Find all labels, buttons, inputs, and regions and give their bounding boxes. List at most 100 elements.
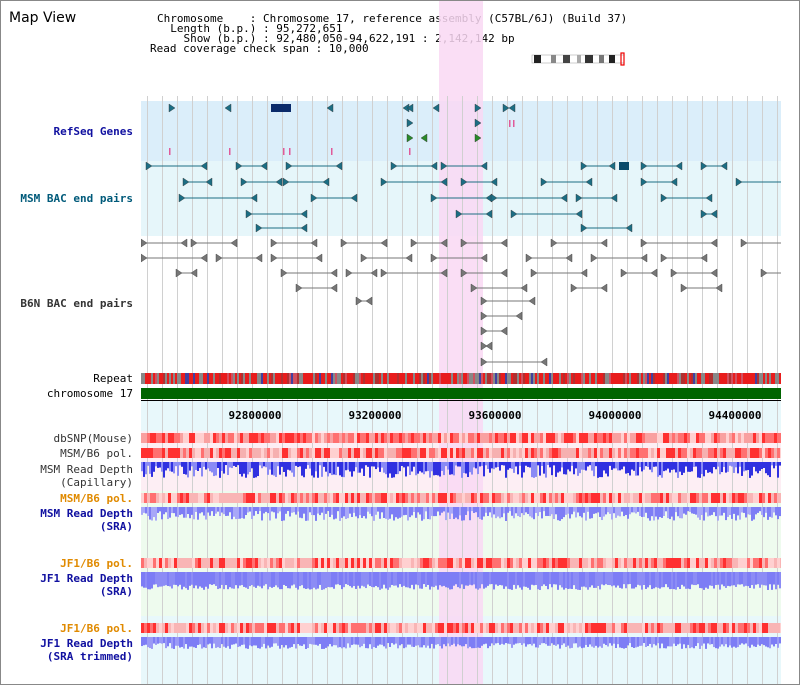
polymorphism-cell [318,558,321,568]
read-depth-bar [219,637,221,649]
repeat-segment [185,373,187,384]
read-depth-bar [363,462,365,476]
read-depth-bar [503,572,505,589]
read-depth-bar [473,462,475,468]
read-depth-bar [535,507,537,513]
read-depth-bar [489,572,491,585]
dbsnp-cell [318,433,321,443]
read-depth-bar [545,637,547,645]
repeat-segment [303,373,305,384]
read-depth-bar [679,637,681,644]
read-depth-bar [405,572,407,588]
polymorphism-cell [723,558,726,568]
read-depth-bar [687,637,689,645]
polymorphism-cell [261,493,264,503]
polymorphism-cell [294,558,297,568]
b6n-bac-pair-end [215,253,223,263]
polymorphism-cell [708,623,711,633]
read-depth-bar [181,637,183,647]
read-depth-bar [201,507,203,513]
polymorphism-cell [600,623,603,633]
polymorphism-cell [192,558,195,568]
read-depth-bar [735,462,737,468]
read-depth-bar [609,462,611,466]
polymorphism-cell [408,623,411,633]
repeat-segment [693,373,695,384]
chromosome-ideogram[interactable] [529,52,629,66]
b6n-bac-pair-end [525,253,533,263]
polymorphism-cell [642,448,645,458]
read-depth-bar [539,637,541,645]
read-depth-bar [287,462,289,470]
read-depth-bar [199,462,201,468]
read-depth-bar [631,637,633,648]
polymorphism-cell [408,493,411,503]
repeat-segment [399,373,401,384]
repeat-segment [461,373,463,384]
polymorphism-cell [510,558,513,568]
read-depth-bar [413,637,415,648]
read-depth-bar [415,637,417,646]
read-depth-bar [243,507,245,519]
read-depth-bar [155,462,157,467]
dbsnp-cell [621,433,624,443]
polymorphism-cell [285,448,288,458]
read-depth-bar [309,462,311,469]
polymorphism-cell [603,623,606,633]
read-depth-bar [205,507,207,520]
repeat-segment [725,373,727,384]
read-depth-bar [347,637,349,644]
read-depth-bar [181,507,183,515]
dbsnp-cell [339,433,342,443]
refseq-gene-block [271,104,291,112]
read-depth-bar [755,462,757,472]
repeat-segment [487,373,489,384]
read-depth-bar [167,637,169,647]
read-depth-bar [211,572,213,585]
polymorphism-cell [618,493,621,503]
repeat-segment [281,373,283,384]
track-label-b6n-bac[interactable]: B6N BAC end pairs [20,297,133,310]
repeat-segment [715,373,717,384]
track-label-msm-bac[interactable]: MSM BAC end pairs [20,192,133,205]
dbsnp-cell [726,433,729,443]
data-tracks[interactable] [141,431,781,684]
highlight-region[interactable] [439,1,483,684]
polymorphism-cell [582,623,585,633]
read-depth-bar [415,462,417,476]
read-depth-bar [169,462,171,472]
read-depth-bar [197,637,199,645]
read-depth-bar [495,507,497,519]
read-depth-bar [313,462,315,478]
repeat-segment [659,373,661,384]
polymorphism-cell [678,623,681,633]
polymorphism-cell [375,448,378,458]
polymorphism-cell [609,558,612,568]
read-depth-bar [515,462,517,467]
polymorphism-cell [438,558,441,568]
repeat-segment [373,373,375,384]
read-depth-bar [421,637,423,648]
feature-tracks[interactable] [141,96,781,396]
read-depth-bar [197,572,199,589]
read-depth-bar [163,637,165,644]
repeat-segment [387,373,389,384]
read-depth-bar [503,637,505,645]
read-depth-bar [525,572,527,587]
polymorphism-cell [645,623,648,633]
b6n-bac-pair-end [380,238,388,248]
polymorphism-cell [174,448,177,458]
track-label-refseq[interactable]: RefSeq Genes [53,125,133,138]
polymorphism-cell [291,493,294,503]
read-depth-bar [569,572,571,589]
read-depth-bar [257,572,259,586]
polymorphism-cell [606,448,609,458]
read-depth-bar [417,637,419,646]
dbsnp-cell [273,433,276,443]
read-depth-bar [177,507,179,518]
polymorphism-cell [516,623,519,633]
polymorphism-cell [177,558,180,568]
repeat-segment [391,373,393,384]
polymorphism-cell [150,623,153,633]
repeat-segment [307,373,309,384]
